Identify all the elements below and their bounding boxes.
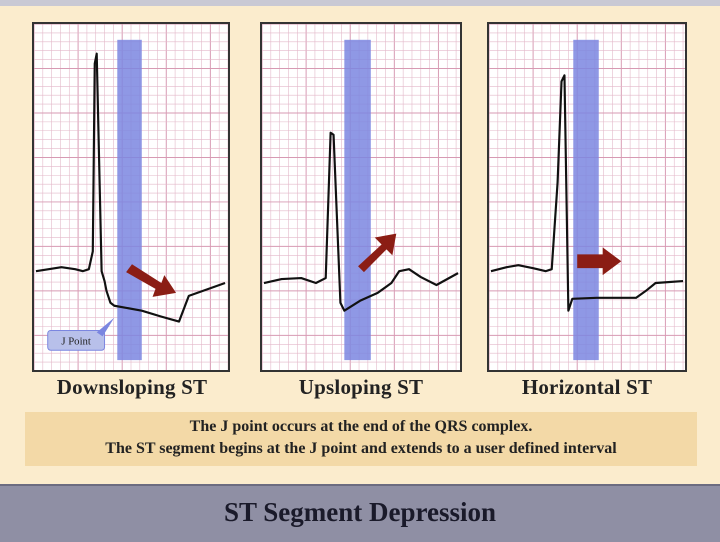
ecg-strip-upsloping	[262, 24, 460, 370]
ecg-trace	[263, 131, 459, 312]
j-point-callout-label: J Point	[61, 335, 91, 347]
label-upsloping-st: Upsloping ST	[298, 375, 424, 399]
st-interval-band	[573, 39, 599, 361]
ecg-panel-downsloping: J Point	[32, 22, 230, 372]
st-interval-band	[117, 39, 142, 361]
note-j-point: The J point occurs at the end of the QRS…	[189, 418, 533, 435]
j-point-callout-box	[47, 329, 106, 351]
label-downsloping-st: Downsloping ST	[56, 375, 208, 399]
definition-notes: The J point occurs at the end of the QRS…	[25, 412, 697, 466]
ecg-strip-horizontal	[489, 24, 685, 370]
callout-pointer-icon	[96, 317, 115, 337]
ecg-trace	[35, 52, 226, 323]
top-strip	[0, 0, 720, 6]
note-st-segment: The ST segment begins at the J point and…	[105, 440, 617, 457]
label-horizontal-st: Horizontal ST	[521, 375, 653, 399]
footer-bar: ST Segment Depression	[0, 484, 720, 542]
ecg-panel-upsloping	[260, 22, 462, 372]
horizontal-arrow-icon	[577, 247, 622, 276]
ecg-trace	[490, 74, 684, 312]
downward-arrow-icon	[126, 264, 177, 297]
footer-title: ST Segment Depression	[223, 497, 497, 527]
upward-arrow-icon	[358, 233, 397, 273]
ecg-strip-downsloping: J Point	[34, 24, 228, 370]
ecg-panel-horizontal	[487, 22, 687, 372]
st-interval-band	[344, 39, 371, 361]
